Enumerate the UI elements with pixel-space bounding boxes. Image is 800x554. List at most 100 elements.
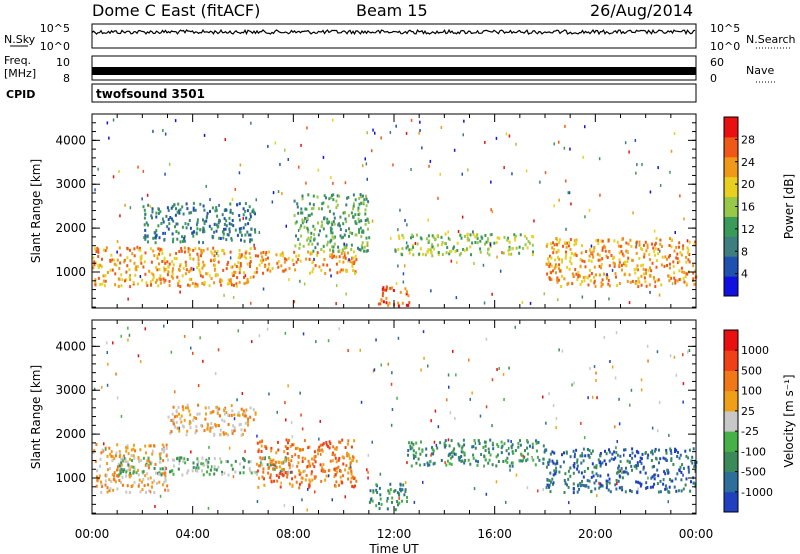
data-cell — [408, 301, 411, 305]
data-cell — [139, 490, 142, 494]
data-cell — [347, 453, 350, 457]
data-cell — [277, 473, 280, 477]
data-cell — [502, 460, 505, 463]
data-cell — [281, 251, 284, 255]
data-cell — [301, 218, 304, 222]
data-cell — [629, 489, 632, 493]
data-cell — [365, 236, 368, 240]
sparse-cell — [439, 172, 441, 176]
data-cell — [164, 475, 167, 479]
data-cell — [306, 226, 309, 230]
time-tick-label: 00:00 — [679, 527, 714, 541]
data-cell — [386, 507, 389, 511]
sparse-cell — [307, 487, 309, 491]
data-cell — [309, 480, 312, 484]
data-cell — [301, 211, 304, 215]
data-cell — [310, 470, 313, 474]
data-cell — [280, 264, 283, 268]
data-cell — [329, 459, 332, 463]
data-cell — [611, 452, 614, 456]
data-cell — [462, 438, 465, 442]
data-cell — [651, 452, 654, 456]
data-cell — [151, 449, 154, 453]
data-cell — [506, 460, 509, 464]
data-cell — [616, 470, 619, 474]
data-cell — [458, 455, 461, 459]
data-cell — [307, 193, 310, 197]
data-cell — [258, 476, 260, 480]
data-cell — [248, 218, 251, 221]
sparse-cell — [682, 473, 684, 477]
data-cell — [313, 238, 316, 242]
sparse-cell — [285, 224, 287, 228]
data-cell — [354, 484, 356, 488]
data-cell — [213, 465, 216, 469]
data-cell — [506, 456, 509, 460]
sparse-cell — [430, 289, 432, 293]
data-cell — [159, 274, 162, 278]
data-cell — [627, 242, 630, 246]
data-cell — [463, 453, 466, 457]
data-cell — [431, 446, 433, 450]
data-cell — [286, 452, 289, 456]
sparse-cell — [557, 298, 559, 302]
data-cell — [157, 247, 160, 251]
sparse-cell — [276, 410, 278, 414]
data-cell — [407, 449, 410, 452]
data-cell — [186, 471, 189, 475]
sparse-cell — [667, 500, 669, 504]
ytick-label: 3000 — [55, 177, 86, 191]
data-cell — [205, 460, 208, 464]
data-cell — [98, 474, 101, 478]
sparse-cell — [205, 184, 207, 188]
data-cell — [480, 453, 483, 456]
sparse-cell — [304, 469, 306, 473]
data-cell — [221, 472, 223, 476]
data-cell — [160, 473, 163, 477]
data-cell — [301, 456, 304, 460]
data-cell — [261, 463, 264, 467]
data-cell — [597, 258, 600, 262]
colorbar-frame — [723, 329, 739, 513]
data-cell — [117, 462, 120, 466]
data-cell — [168, 279, 171, 283]
data-cell — [471, 445, 474, 449]
data-cell — [240, 433, 243, 437]
data-cell — [580, 251, 583, 255]
data-cell — [554, 472, 557, 475]
sparse-cell — [178, 462, 181, 465]
data-cell — [125, 470, 128, 474]
data-cell — [293, 199, 296, 203]
data-cell — [550, 256, 553, 260]
sparse-cell — [174, 119, 177, 123]
data-cell — [173, 458, 176, 462]
data-cell — [94, 281, 97, 284]
data-cell — [196, 252, 199, 256]
data-cell — [277, 260, 280, 264]
data-cell — [357, 246, 359, 250]
data-cell — [597, 241, 600, 245]
data-cell — [643, 276, 646, 280]
data-cell — [133, 457, 136, 460]
data-cell — [558, 267, 560, 271]
data-cell — [593, 248, 595, 252]
data-cell — [301, 194, 304, 198]
sparse-cell — [555, 416, 558, 420]
data-cell — [693, 269, 696, 273]
data-cell — [666, 257, 668, 261]
data-cell — [221, 213, 224, 217]
data-cell — [681, 270, 684, 274]
data-cell — [204, 406, 207, 410]
data-cell — [550, 480, 552, 484]
data-cell — [474, 235, 477, 239]
data-cell — [103, 284, 106, 288]
data-cell — [451, 455, 454, 459]
sparse-cell — [427, 364, 429, 368]
sparse-cell — [621, 469, 623, 473]
sparse-cell — [112, 175, 115, 179]
data-cell — [419, 452, 422, 456]
data-cell — [218, 433, 221, 437]
data-cell — [347, 259, 350, 263]
data-cell — [205, 219, 208, 223]
